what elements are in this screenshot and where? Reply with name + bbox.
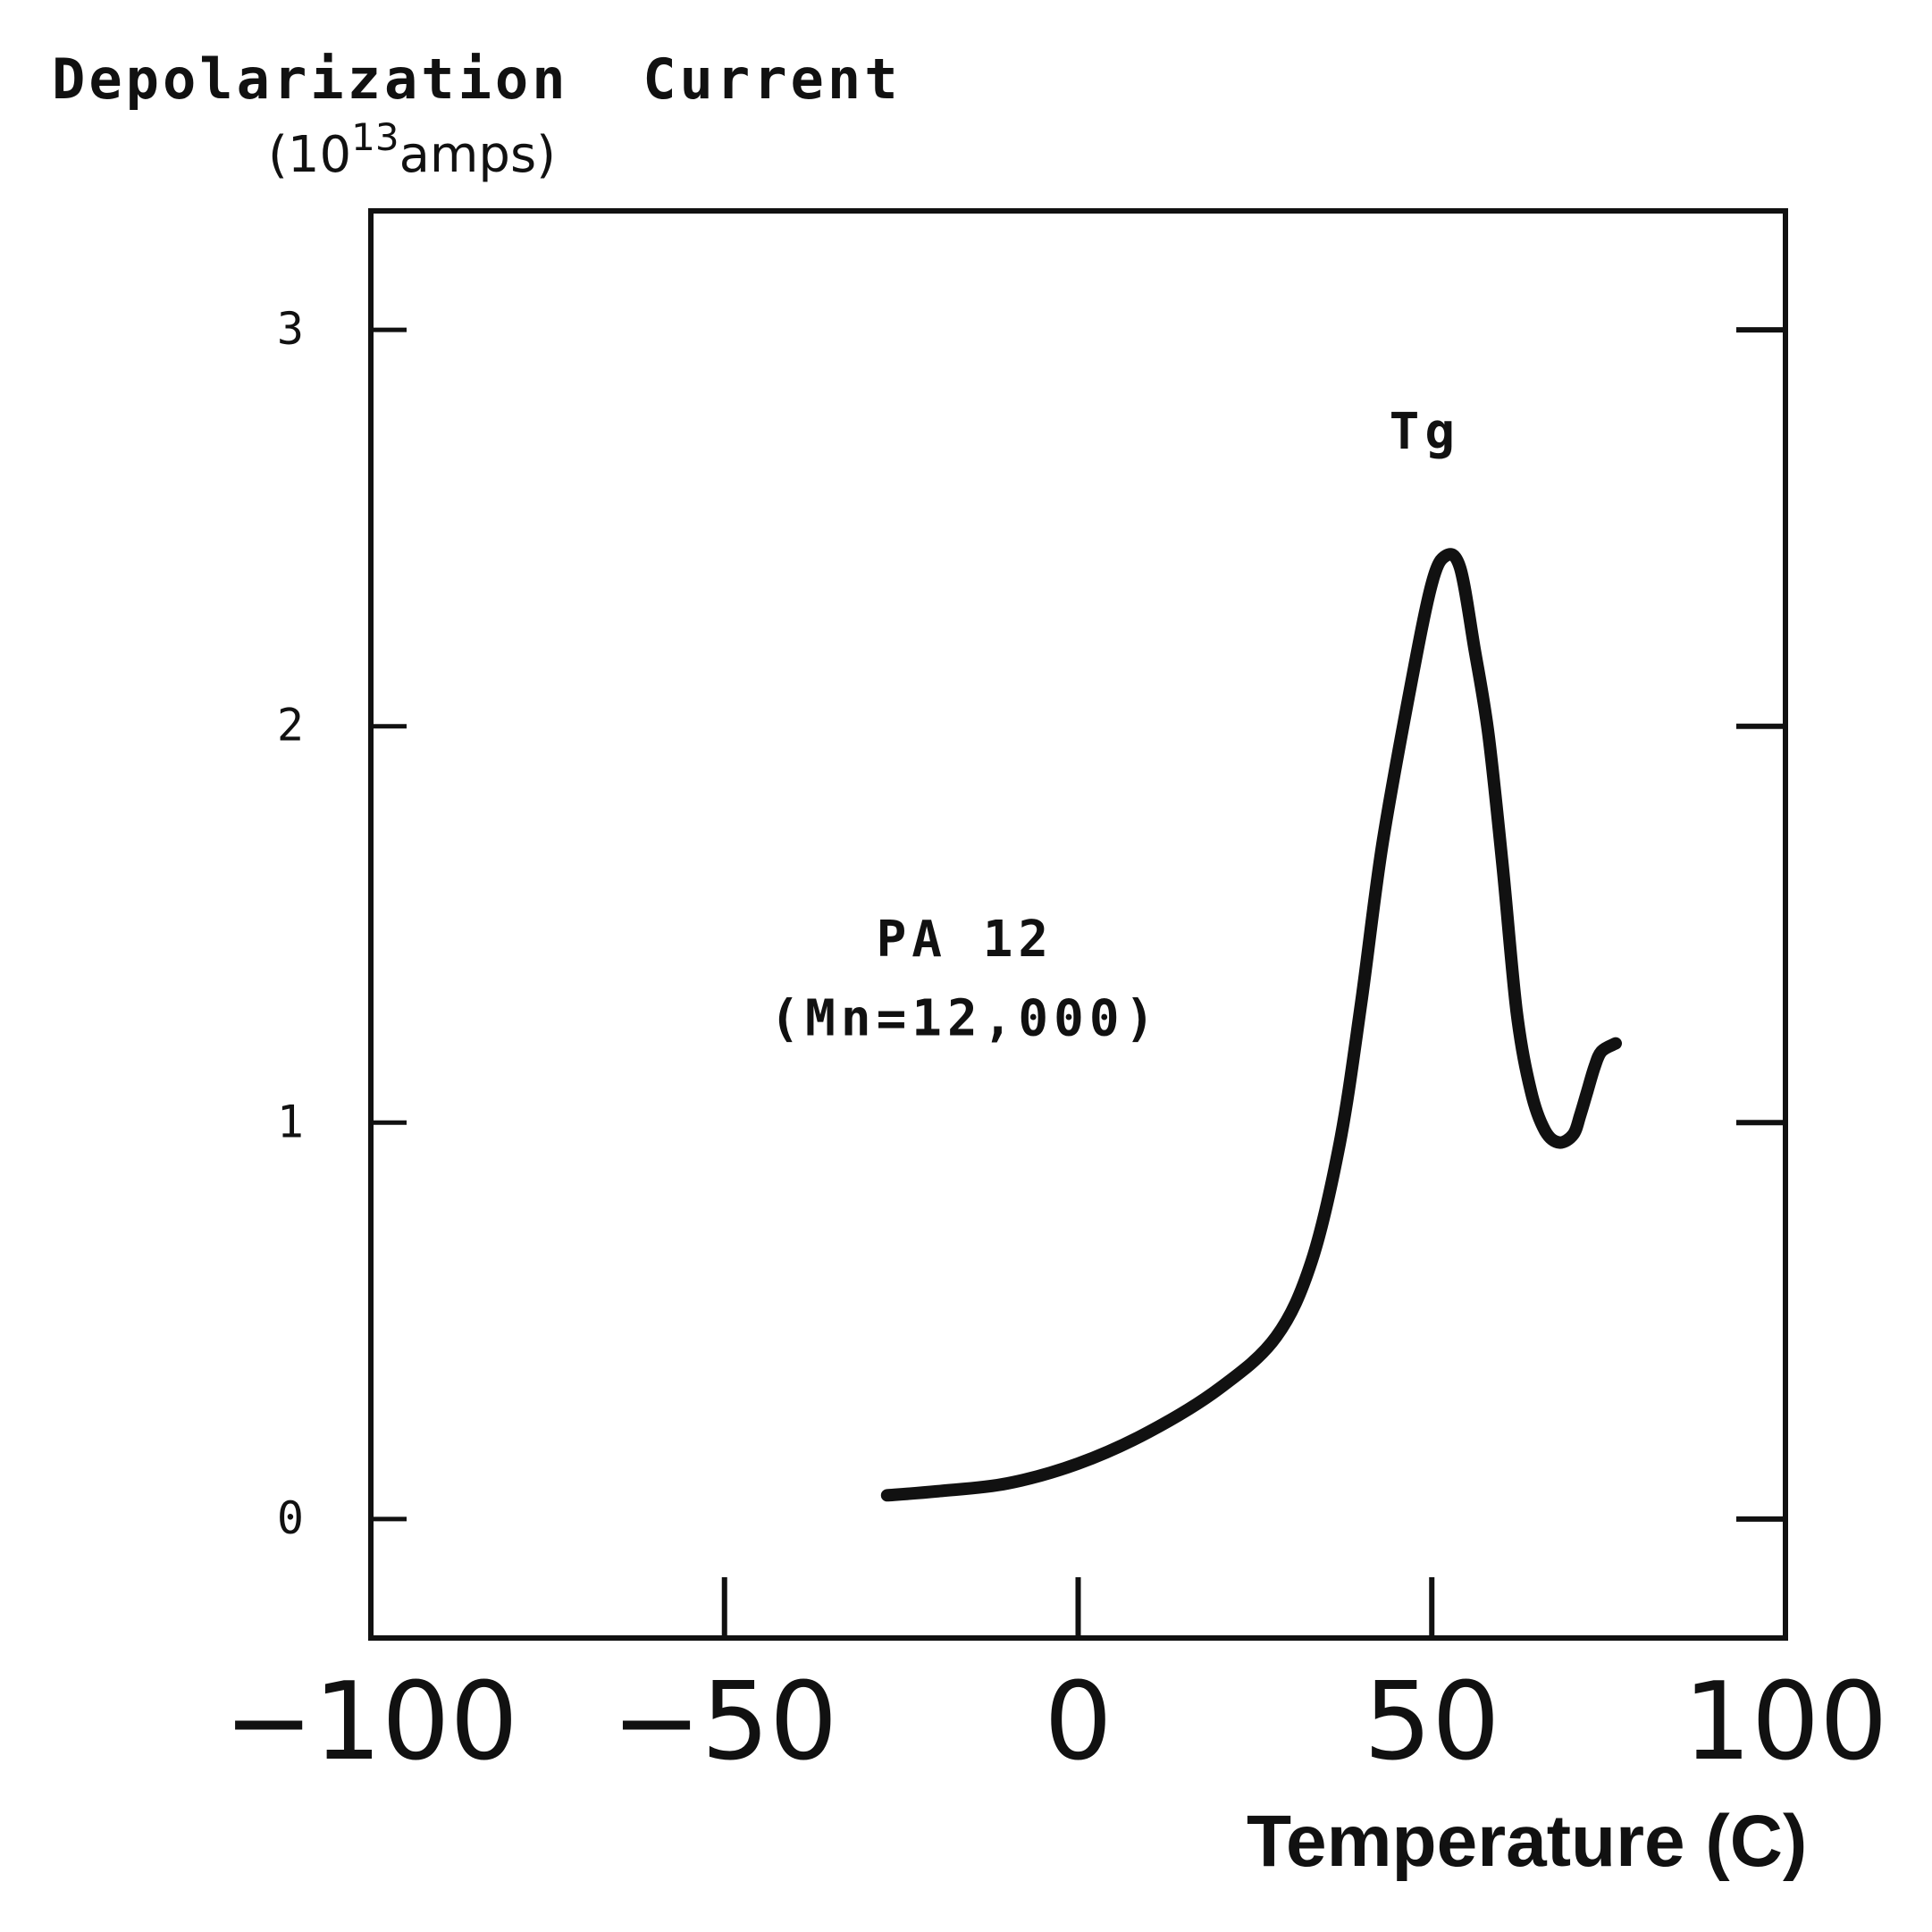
annotation: (Mn=12,000): [769, 990, 1160, 1048]
y-ticks: 0 1 2 3: [277, 303, 1785, 1544]
y-axis-unit: (1013amps): [268, 115, 556, 184]
y-axis-unit-exponent: 13: [351, 115, 399, 159]
annotation: PA 12: [877, 911, 1054, 969]
y-axis-unit-prefix: (10: [268, 126, 351, 184]
x-tick-label: 100: [1683, 1660, 1887, 1785]
annotation: Tg: [1390, 403, 1460, 461]
x-tick-label: −100: [223, 1660, 518, 1785]
x-tick-label: −50: [611, 1660, 837, 1785]
x-ticks: −100 −50 0 50 100: [223, 1577, 1888, 1785]
annotations: Tg PA 12 (Mn=12,000): [769, 403, 1460, 1048]
y-axis-label: Depolarization Current: [52, 46, 902, 112]
y-tick-label: 1: [277, 1096, 304, 1147]
x-tick-label: 0: [1044, 1660, 1112, 1785]
y-tick-label: 3: [277, 303, 304, 355]
y-tick-label: 0: [277, 1492, 304, 1544]
y-tick-label: 2: [277, 700, 304, 752]
series-layer: [880, 548, 1622, 1502]
x-tick-label: 50: [1364, 1660, 1500, 1785]
y-axis-unit-suffix: amps): [399, 126, 556, 184]
plot-frame: [368, 208, 1788, 1641]
x-axis-label: Temperature (C): [1247, 1801, 1807, 1882]
series-line: [880, 548, 1622, 1502]
y-axis-title: Depolarization Current (1013amps): [52, 46, 902, 184]
